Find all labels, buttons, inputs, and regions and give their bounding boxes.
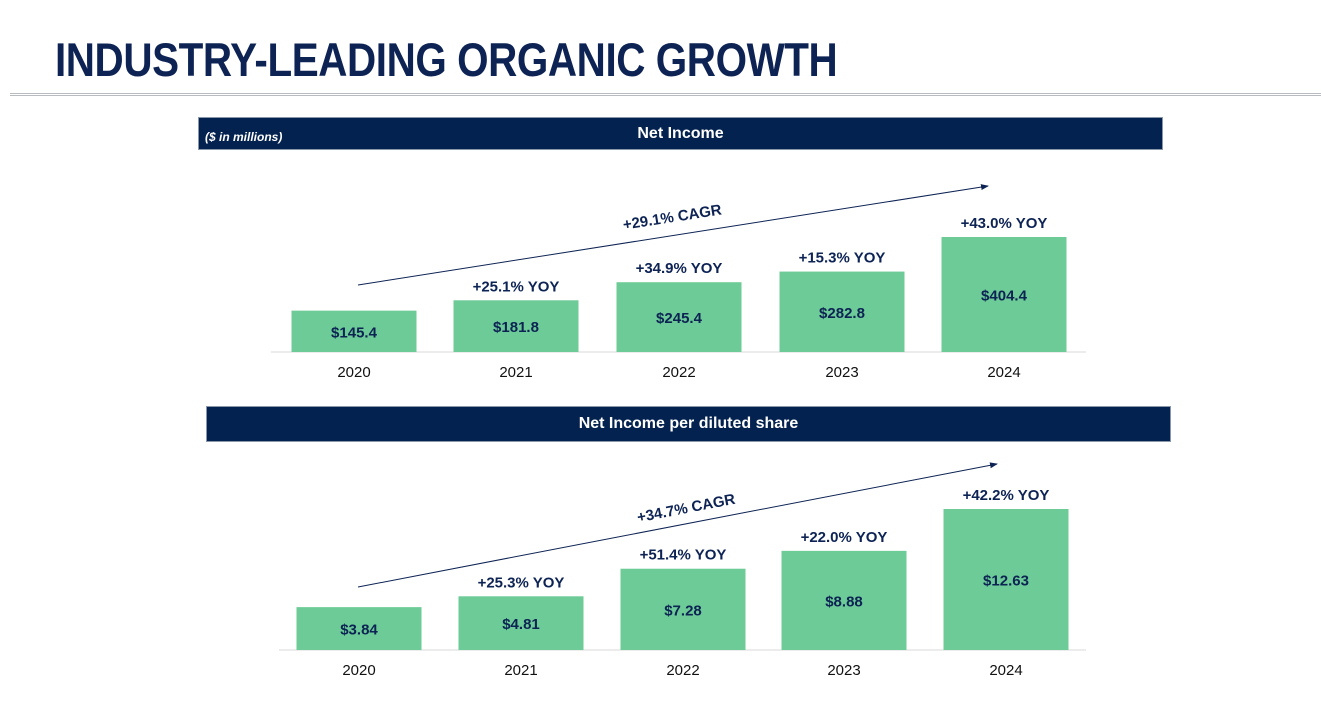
yoy-label-2024: +43.0% YOY xyxy=(961,215,1048,232)
x-tick-2023: 2023 xyxy=(827,662,860,679)
x-tick-2021: 2021 xyxy=(504,662,537,679)
net-income-banner-title: Net Income xyxy=(637,125,724,142)
yoy-label-2021: +25.3% YOY xyxy=(478,574,565,591)
bar-2020 xyxy=(296,607,422,650)
x-tick-2023: 2023 xyxy=(825,364,858,381)
yoy-label-2023: +22.0% YOY xyxy=(801,529,888,546)
x-tick-2024: 2024 xyxy=(989,662,1022,679)
x-tick-2022: 2022 xyxy=(666,662,699,679)
value-label-2024: $12.63 xyxy=(983,573,1029,590)
bar-2022 xyxy=(616,282,742,352)
net-income-banner: ($ in millions) Net Income xyxy=(198,117,1163,150)
bar-2023 xyxy=(779,271,905,352)
trend-arrow xyxy=(357,462,998,588)
cagr-label: +34.7% CAGR xyxy=(636,491,737,527)
value-label-2020: $145.4 xyxy=(331,324,378,341)
title-divider xyxy=(10,93,1321,96)
bar-2024 xyxy=(943,509,1069,650)
yoy-label-2023: +15.3% YOY xyxy=(799,250,886,267)
eps-banner-title: Net Income per diluted share xyxy=(578,415,799,432)
page-title: INDUSTRY-LEADING ORGANIC GROWTH xyxy=(55,33,838,86)
bar-2023 xyxy=(781,550,907,650)
value-label-2024: $404.4 xyxy=(981,288,1028,305)
units-note: ($ in millions) xyxy=(205,130,283,144)
value-label-2021: $181.8 xyxy=(493,319,539,336)
value-label-2023: $282.8 xyxy=(819,305,865,322)
x-tick-2020: 2020 xyxy=(337,364,370,381)
x-tick-2024: 2024 xyxy=(987,364,1020,381)
value-label-2021: $4.81 xyxy=(502,616,540,633)
x-tick-2020: 2020 xyxy=(342,662,375,679)
x-tick-2022: 2022 xyxy=(662,364,695,381)
x-tick-2021: 2021 xyxy=(499,364,532,381)
value-label-2022: $245.4 xyxy=(656,310,703,327)
yoy-label-2022: +34.9% YOY xyxy=(636,260,723,277)
value-label-2023: $8.88 xyxy=(825,593,863,610)
yoy-label-2022: +51.4% YOY xyxy=(640,547,727,564)
bar-2022 xyxy=(620,568,746,650)
bar-2021 xyxy=(453,300,579,352)
value-label-2020: $3.84 xyxy=(340,622,378,639)
trend-arrow xyxy=(357,184,989,286)
bar-2024 xyxy=(941,237,1067,352)
bar-2020 xyxy=(291,310,417,352)
eps-banner: Net Income per diluted share xyxy=(206,406,1171,442)
value-label-2022: $7.28 xyxy=(664,602,702,619)
bar-2021 xyxy=(458,596,584,650)
yoy-label-2024: +42.2% YOY xyxy=(963,487,1050,504)
yoy-label-2021: +25.1% YOY xyxy=(473,278,560,295)
